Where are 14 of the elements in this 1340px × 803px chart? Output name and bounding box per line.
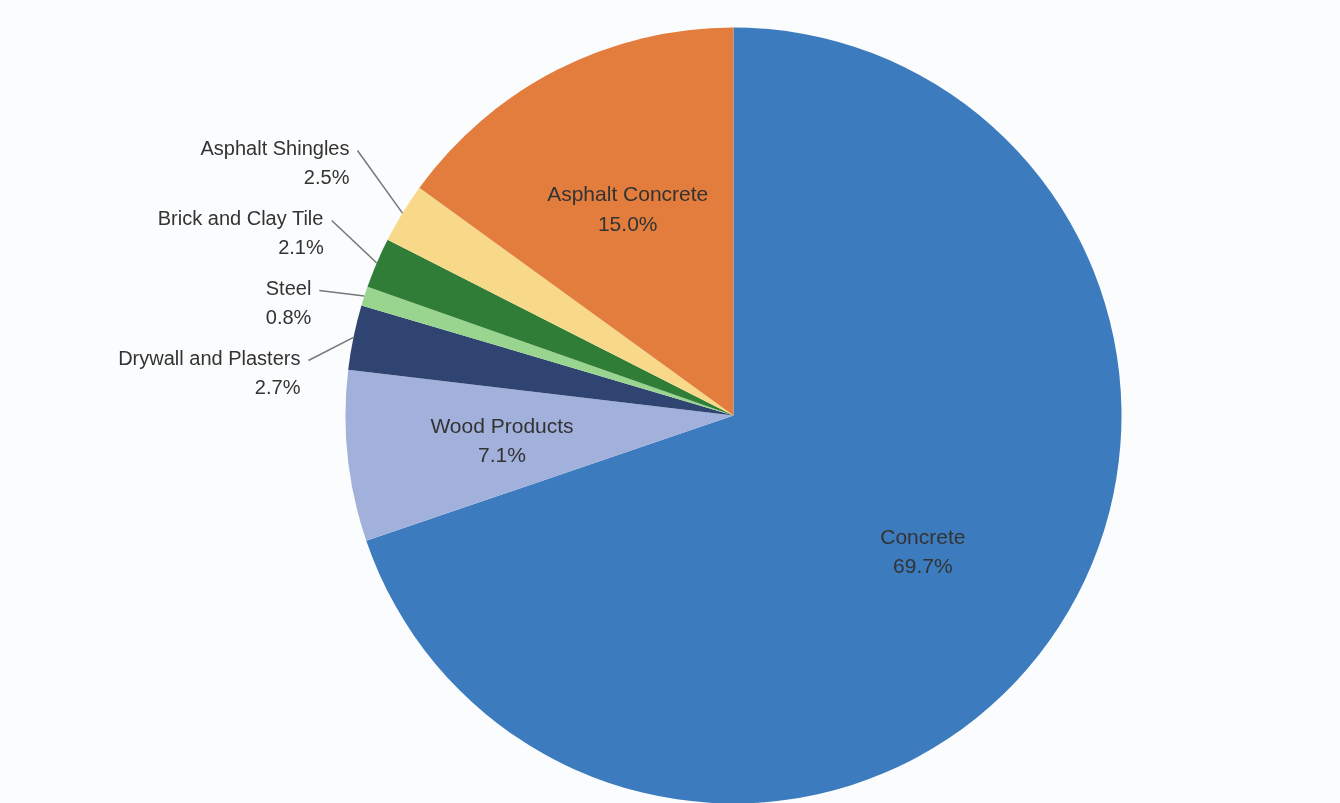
slice-label: Concrete (880, 524, 966, 548)
slice-label: Asphalt Shingles (200, 137, 350, 160)
slice-label: Steel (265, 277, 312, 300)
slice-label: Asphalt Concrete (547, 181, 709, 205)
data-label: 2.7% (254, 375, 301, 398)
data-label: 2.1% (278, 235, 324, 258)
slice-label: Drywall and Plasters (118, 347, 301, 370)
data-label: 2.5% (303, 165, 350, 188)
slice-label: Wood Products (430, 413, 574, 437)
data-label: 7.1% (478, 443, 526, 467)
data-label: 69.7% (893, 554, 953, 578)
slice-label: Brick and Clay Tile (157, 207, 324, 230)
data-label: 0.8% (265, 305, 312, 328)
data-label: 15.0% (597, 211, 658, 235)
